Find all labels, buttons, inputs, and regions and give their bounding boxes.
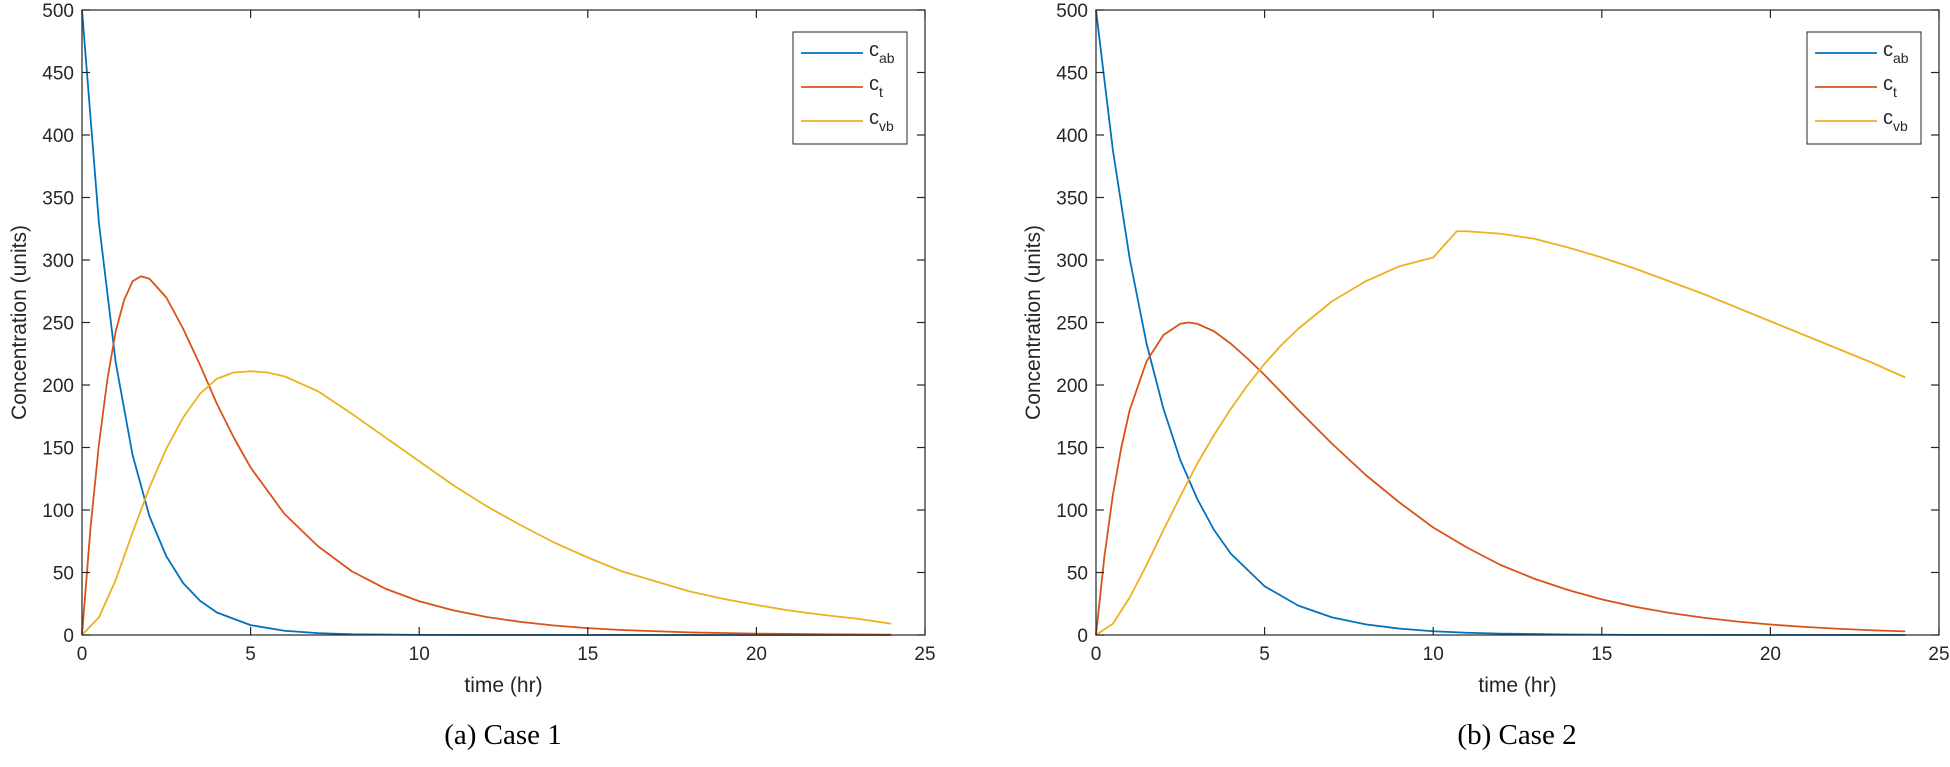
legend-label-subscript: vb — [1893, 118, 1908, 134]
x-tick-label: 20 — [746, 644, 767, 665]
y-tick-label: 250 — [42, 314, 74, 335]
x-tick-label: 15 — [1591, 644, 1612, 665]
y-tick-label: 450 — [42, 64, 74, 85]
legend-label-vb: cvb — [1883, 107, 1908, 134]
y-tick-label: 300 — [42, 251, 74, 272]
y-tick-label: 150 — [42, 439, 74, 460]
legend-label-t: ct — [869, 73, 883, 100]
x-axis-label: time (hr) — [1478, 674, 1556, 697]
legend-label-subscript: t — [1893, 84, 1897, 100]
legend-box — [1806, 31, 1922, 145]
legend-label-base: c — [1883, 107, 1893, 129]
x-tick-label: 10 — [1423, 644, 1444, 665]
plot-area — [1096, 10, 1939, 635]
y-tick-label: 0 — [1077, 626, 1088, 647]
y-tick-label: 150 — [1056, 439, 1088, 460]
legend-label-ab: cab — [1883, 39, 1909, 66]
legend-label-vb: cvb — [869, 107, 894, 134]
y-axis-label: Concentration (units) — [1022, 225, 1045, 420]
x-tick-label: 5 — [245, 644, 256, 665]
legend-label-base: c — [869, 39, 879, 61]
x-tick-label: 15 — [577, 644, 598, 665]
x-tick-label: 25 — [1928, 644, 1949, 665]
y-axis-label: Concentration (units) — [8, 225, 31, 420]
y-tick-label: 0 — [63, 626, 74, 647]
x-axis-label: time (hr) — [464, 674, 542, 697]
y-tick-label: 500 — [42, 1, 74, 22]
x-tick-label: 10 — [409, 644, 430, 665]
x-tick-label: 5 — [1259, 644, 1270, 665]
x-tick-label: 25 — [914, 644, 935, 665]
panel-caption: (a) Case 1 — [444, 719, 562, 751]
y-tick-label: 100 — [42, 501, 74, 522]
legend-label-base: c — [1883, 39, 1893, 61]
y-tick-label: 450 — [1056, 64, 1088, 85]
chart-panel-a: 0 5 10 15 20 25050100150200250300350400450500… — [8, 1, 936, 751]
y-tick-label: 350 — [42, 189, 74, 210]
y-tick-label: 200 — [1056, 376, 1088, 397]
legend-label-t: ct — [1883, 73, 1897, 100]
series-line-c-vb — [81, 370, 892, 636]
plot-area — [82, 10, 925, 635]
legend-label-subscript: t — [879, 84, 883, 100]
y-tick-label: 400 — [42, 126, 74, 147]
series-line-c-t — [1095, 321, 1906, 636]
legend-label-base: c — [869, 73, 879, 95]
legend-box — [792, 31, 908, 145]
legend-label-ab: cab — [869, 39, 895, 66]
legend-label-base: c — [1883, 73, 1893, 95]
panel-caption: (b) Case 2 — [1457, 719, 1576, 751]
series-line-c-ab — [1095, 9, 1906, 636]
y-tick-label: 250 — [1056, 314, 1088, 335]
x-tick-label: 0 — [77, 644, 88, 665]
chart-panel-b: 0 5 10 15 20 25050100150200250300350400450500… — [1022, 1, 1950, 751]
y-tick-label: 350 — [1056, 189, 1088, 210]
y-tick-label: 400 — [1056, 126, 1088, 147]
legend-label-subscript: vb — [879, 118, 894, 134]
y-tick-label: 50 — [1067, 564, 1088, 585]
y-tick-label: 300 — [1056, 251, 1088, 272]
legend-label-base: c — [869, 107, 879, 129]
legend-label-subscript: ab — [1893, 50, 1909, 66]
series-line-c-t — [81, 275, 892, 636]
y-tick-label: 100 — [1056, 501, 1088, 522]
series-line-c-vb — [1095, 230, 1906, 636]
x-tick-label: 0 — [1091, 644, 1102, 665]
y-tick-label: 200 — [42, 376, 74, 397]
y-tick-label: 500 — [1056, 1, 1088, 22]
y-tick-label: 50 — [53, 564, 74, 585]
x-tick-label: 20 — [1760, 644, 1781, 665]
legend-label-subscript: ab — [879, 50, 895, 66]
